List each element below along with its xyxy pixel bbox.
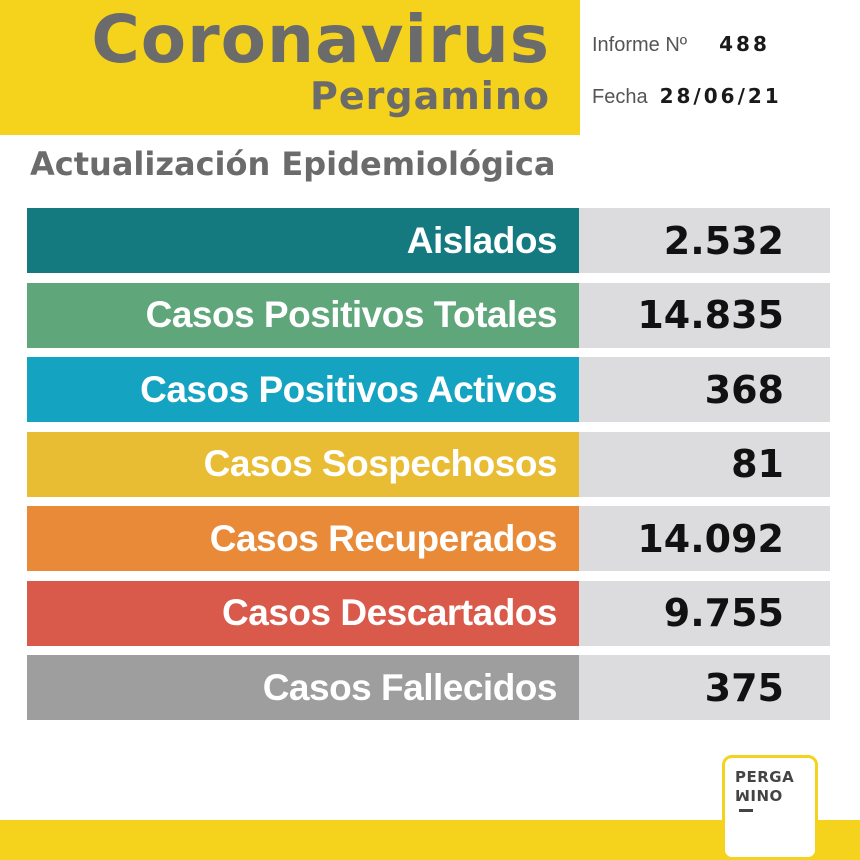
stat-row-positivos-totales: Casos Positivos Totales 14.835 [27, 282, 830, 348]
stat-value: 14.092 [579, 506, 830, 571]
stat-label: Casos Sospechosos [27, 431, 579, 497]
logo-line-2: ꟽINO [735, 787, 783, 805]
stat-value: 14.835 [579, 282, 830, 348]
stat-label: Casos Positivos Totales [27, 282, 579, 348]
report-number-label: Informe Nº [592, 34, 688, 56]
stat-label: Aislados [27, 208, 579, 273]
stat-label: Casos Recuperados [27, 506, 579, 571]
stat-label: Casos Fallecidos [27, 655, 579, 720]
page-title: Coronavirus [91, 1, 550, 78]
stats-table: Aislados 2.532 Casos Positivos Totales 1… [27, 208, 830, 730]
report-date-label: Fecha [592, 86, 648, 108]
stat-value: 9.755 [579, 580, 830, 646]
stat-value: 368 [579, 357, 830, 422]
report-date-row: Fecha 28/06/21 [592, 84, 782, 109]
pergamino-logo: PERGA ꟽINO [722, 755, 818, 860]
stat-value: 2.532 [579, 208, 830, 273]
header-banner: Coronavirus Pergamino [0, 0, 580, 135]
stat-row-recuperados: Casos Recuperados 14.092 [27, 506, 830, 571]
stat-row-descartados: Casos Descartados 9.755 [27, 580, 830, 646]
stat-row-aislados: Aislados 2.532 [27, 208, 830, 273]
logo-line-1: PERGA [735, 768, 795, 786]
report-number-value: 488 [719, 32, 770, 56]
stat-row-sospechosos: Casos Sospechosos 81 [27, 431, 830, 497]
stat-row-positivos-activos: Casos Positivos Activos 368 [27, 357, 830, 422]
logo-underline [739, 809, 753, 812]
report-number-row: Informe Nº 488 [592, 32, 770, 57]
page-subtitle: Pergamino [310, 74, 550, 118]
stat-label: Casos Positivos Activos [27, 357, 579, 422]
footer-band [0, 820, 860, 860]
stat-value: 81 [579, 431, 830, 497]
stat-row-fallecidos: Casos Fallecidos 375 [27, 655, 830, 720]
stat-label: Casos Descartados [27, 580, 579, 646]
section-title: Actualización Epidemiológica [30, 145, 556, 183]
stat-value: 375 [579, 655, 830, 720]
report-date-value: 28/06/21 [659, 84, 782, 108]
